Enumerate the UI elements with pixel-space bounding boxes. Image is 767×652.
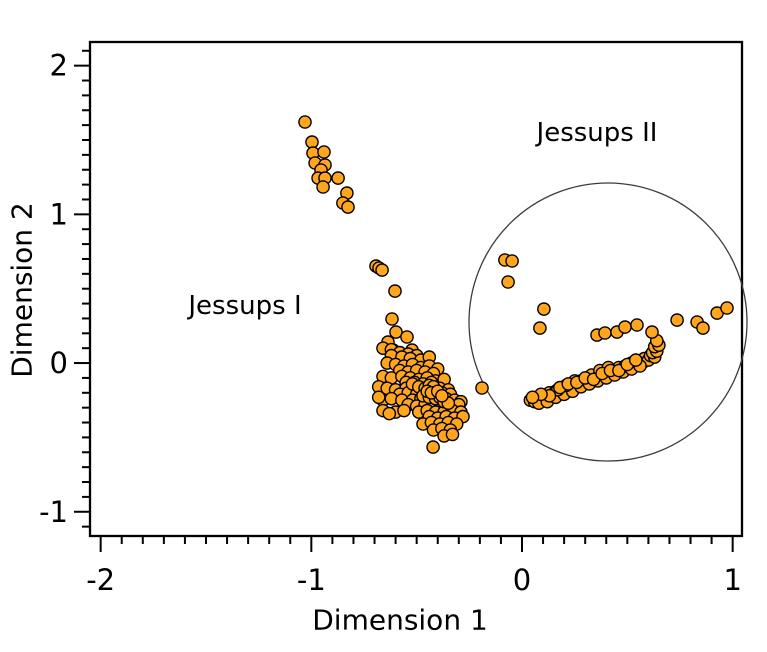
data-point xyxy=(629,353,643,367)
data-point xyxy=(385,312,399,326)
x-tick-label: -1 xyxy=(297,563,326,597)
data-point xyxy=(371,390,386,405)
data-point xyxy=(317,145,331,159)
series-jessups-ii xyxy=(498,253,734,411)
data-point xyxy=(435,388,449,403)
data-point xyxy=(645,325,659,339)
data-point xyxy=(501,275,515,289)
y-axis-title: Dimension 2 xyxy=(5,202,39,378)
data-point xyxy=(375,263,389,277)
data-point xyxy=(475,381,489,395)
plot-frame xyxy=(88,40,744,538)
series-jessups-i xyxy=(298,115,489,454)
data-point xyxy=(389,325,403,339)
x-axis-ticks: -2 -1 0 1 xyxy=(86,536,742,597)
y-tick-label: 0 xyxy=(50,346,68,380)
y-tick-label: 2 xyxy=(50,49,68,83)
data-point xyxy=(388,284,402,298)
data-point xyxy=(298,115,312,129)
y-tick-label: -1 xyxy=(39,495,68,529)
data-point xyxy=(720,301,734,315)
data-point xyxy=(445,427,460,442)
data-point xyxy=(316,180,330,194)
data-point xyxy=(341,200,355,214)
data-point xyxy=(397,403,411,418)
x-tick-label: -2 xyxy=(86,563,115,597)
y-axis-ticks: -1 0 1 2 xyxy=(39,49,90,529)
data-point xyxy=(400,330,414,344)
data-point xyxy=(505,254,519,268)
y-tick-label: 1 xyxy=(50,197,68,231)
x-tick-label: 0 xyxy=(513,563,531,597)
data-point xyxy=(670,313,684,327)
data-point xyxy=(426,440,440,454)
data-point xyxy=(598,326,612,340)
data-point xyxy=(533,321,547,335)
data-point xyxy=(537,302,551,316)
data-point xyxy=(382,406,397,421)
data-point xyxy=(618,320,632,334)
cluster-label-jessups-2: Jessups II xyxy=(536,118,658,148)
cluster-label-jessups-1: Jessups I xyxy=(188,291,302,321)
x-axis-title: Dimension 1 xyxy=(312,603,488,637)
data-point xyxy=(525,390,540,405)
data-point xyxy=(331,171,345,185)
data-point xyxy=(630,318,644,332)
data-point xyxy=(696,321,710,335)
data-points xyxy=(298,115,734,454)
data-point xyxy=(305,135,319,149)
cluster-circle-jessups-2 xyxy=(468,182,748,462)
x-tick-label: 1 xyxy=(723,563,741,597)
